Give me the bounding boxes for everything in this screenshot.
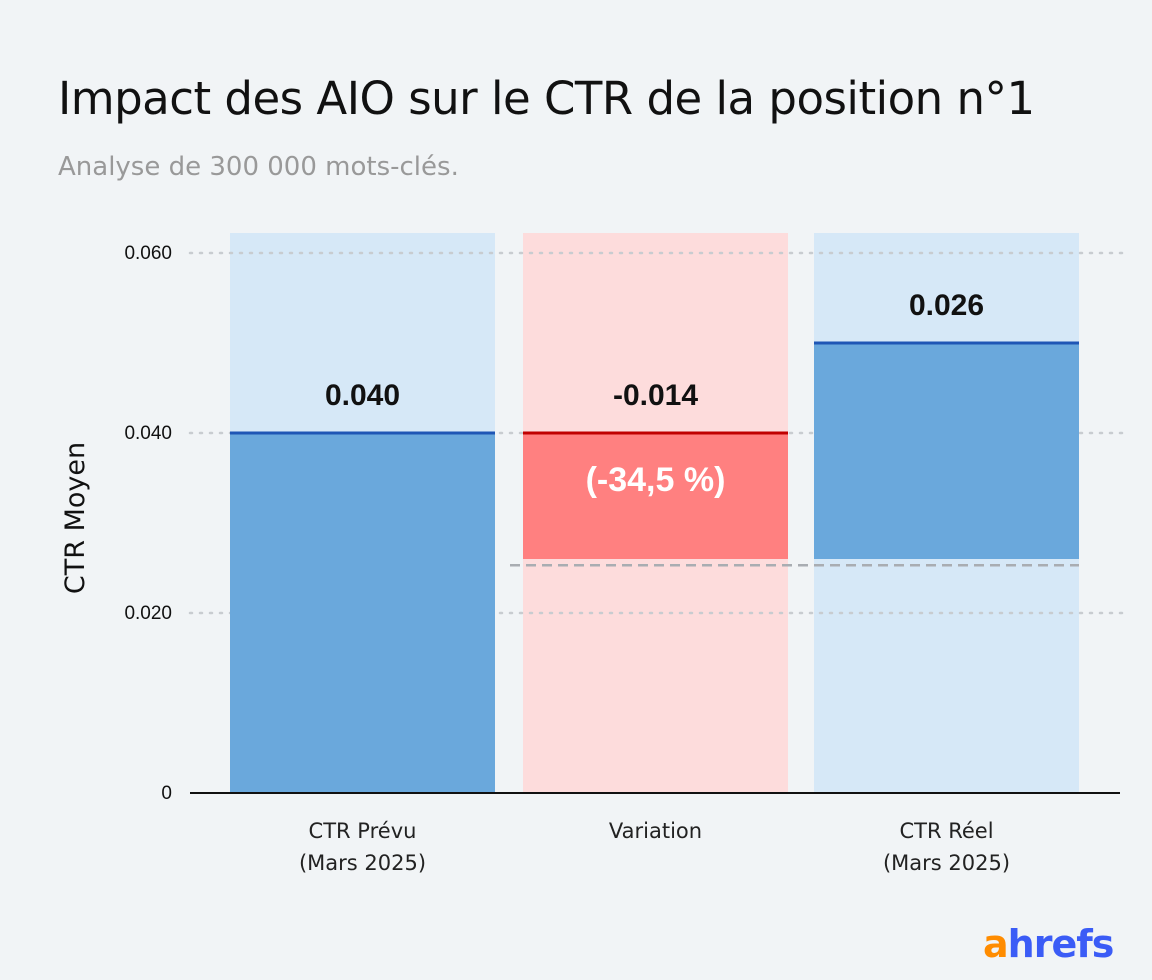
data-label: 0.040: [325, 379, 400, 412]
chart-subtitle: Analyse de 300 000 mots-clés.: [58, 152, 459, 182]
ahrefs-logo: ahrefs: [983, 922, 1114, 966]
x-tick-label: Variation: [609, 819, 702, 843]
y-tick-label: 0: [161, 783, 172, 804]
y-tick-label: 0.020: [124, 603, 172, 624]
bar: [814, 343, 1079, 559]
data-label: 0.026: [909, 289, 984, 322]
bar: [230, 433, 495, 793]
bar: [523, 433, 788, 559]
y-tick-label: 0.060: [124, 243, 172, 264]
y-tick-label: 0.040: [124, 423, 172, 444]
x-tick-label: (Mars 2025): [299, 851, 426, 875]
x-tick-label: (Mars 2025): [883, 851, 1010, 875]
chart-title: Impact des AIO sur le CTR de la position…: [58, 72, 1035, 125]
data-label: -0.014: [613, 379, 698, 412]
y-axis-label: CTR Moyen: [60, 442, 91, 594]
variation-percent-label: (-34,5 %): [586, 461, 726, 499]
x-tick-label: CTR Prévu: [309, 819, 417, 843]
x-tick-label: CTR Réel: [899, 819, 993, 843]
